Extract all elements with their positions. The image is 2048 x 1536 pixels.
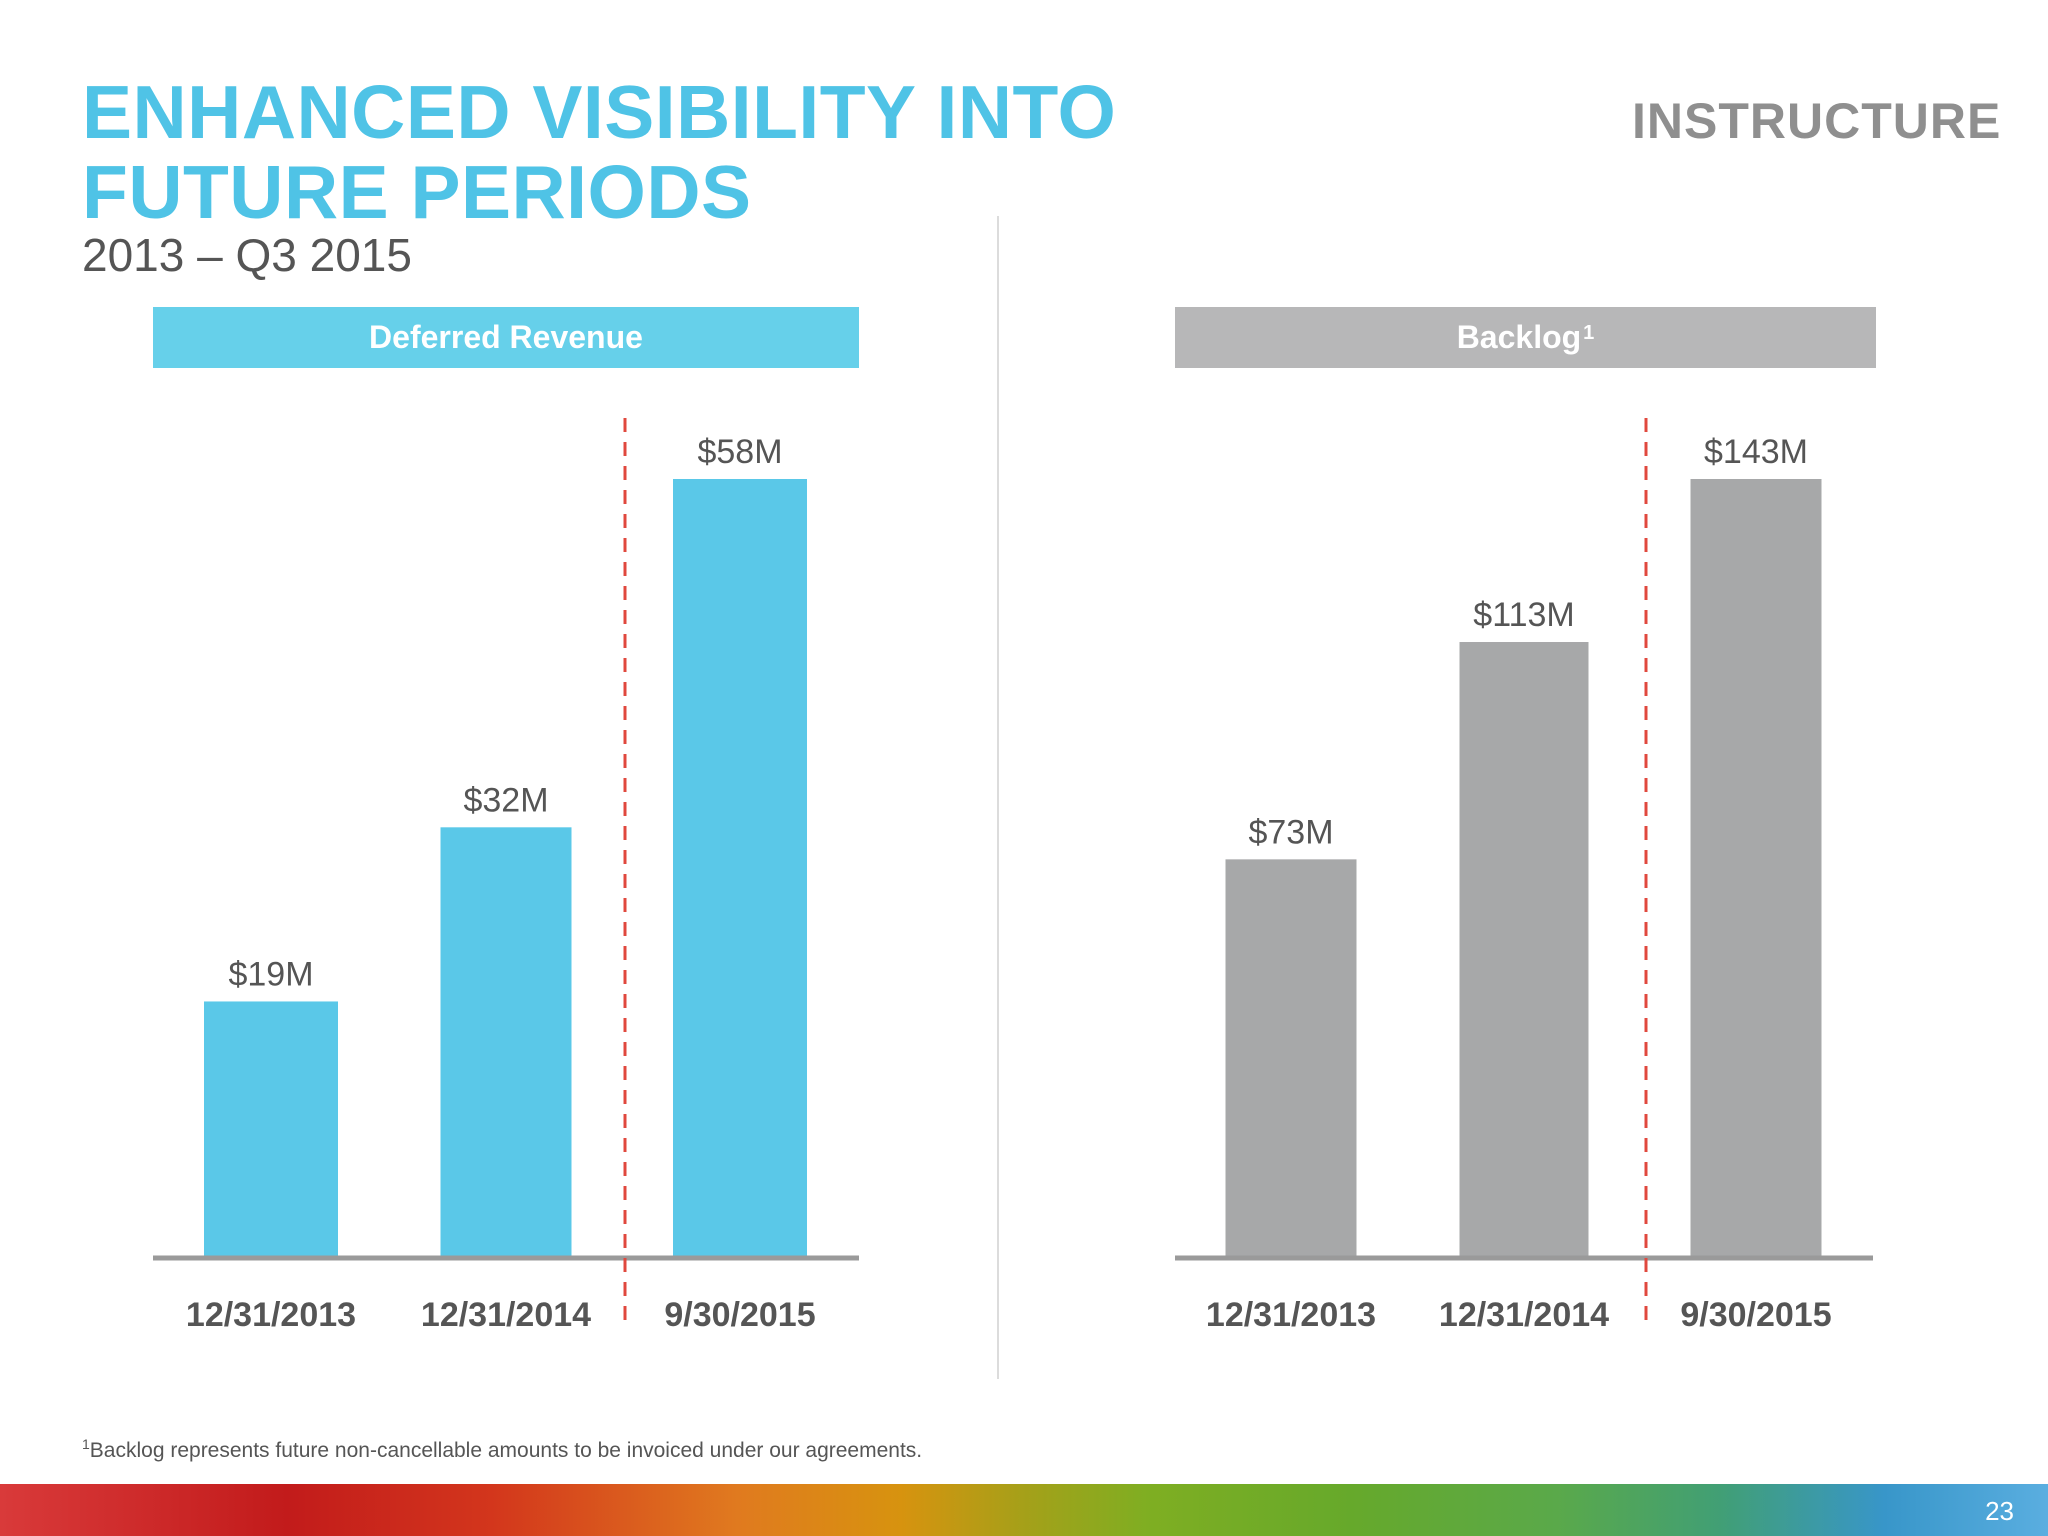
backlog-bar-3 — [1690, 479, 1822, 1256]
panel-divider — [997, 216, 999, 1379]
footnote: 1Backlog represents future non-cancellab… — [82, 1436, 922, 1463]
deferred-bar-3 — [673, 479, 807, 1256]
brand-logo: INSTRUCTURE — [1632, 93, 2002, 149]
deferred-revenue-header: Deferred Revenue — [153, 307, 859, 368]
backlog-bar-1 — [1225, 859, 1357, 1256]
deferred-revenue-chart: $19M 12/31/2013 $32M 12/31/2014 $58M 9/30/201… — [153, 418, 859, 1334]
backlog-title-superscript: 1 — [1583, 322, 1595, 344]
footnote-text: Backlog represents future non-cancellabl… — [89, 1439, 923, 1462]
deferred-value-label-2: $32M — [463, 781, 548, 819]
title-line-1: ENHANCED VISIBILITY INTO — [82, 70, 1117, 154]
backlog-category-label-3: 9/30/2015 — [1680, 1296, 1831, 1334]
page-title: ENHANCED VISIBILITY INTO FUTURE PERIODS — [82, 72, 1116, 232]
title-line-2: FUTURE PERIODS — [82, 150, 752, 234]
deferred-category-label-1: 12/31/2013 — [186, 1296, 356, 1334]
deferred-category-label-3: 9/30/2015 — [664, 1296, 815, 1334]
deferred-bar-2 — [440, 827, 572, 1256]
deferred-value-label-1: $19M — [228, 955, 313, 993]
backlog-header: Backlog 1 — [1175, 307, 1876, 368]
deferred-revenue-title: Deferred Revenue — [369, 319, 643, 355]
backlog-value-label-1: $73M — [1248, 813, 1333, 851]
page-subtitle: 2013 – Q3 2015 — [82, 229, 412, 281]
decorative-color-band — [0, 1484, 2048, 1536]
backlog-value-label-3: $143M — [1704, 433, 1808, 471]
backlog-bar-2 — [1459, 642, 1589, 1256]
backlog-category-label-1: 12/31/2013 — [1206, 1296, 1376, 1334]
footnote-marker: 1 — [82, 1436, 90, 1452]
deferred-value-label-3: $58M — [697, 433, 782, 471]
deferred-bar-1 — [204, 1001, 338, 1256]
backlog-value-label-2: $113M — [1473, 596, 1574, 634]
backlog-title: Backlog — [1456, 319, 1582, 355]
page-number: 23 — [1985, 1496, 2014, 1526]
deferred-category-label-2: 12/31/2014 — [421, 1296, 591, 1334]
backlog-chart: $73M 12/31/2013 $113M 12/31/2014 $143M 9/30/2… — [1175, 418, 1873, 1334]
backlog-category-label-2: 12/31/2014 — [1439, 1296, 1609, 1334]
